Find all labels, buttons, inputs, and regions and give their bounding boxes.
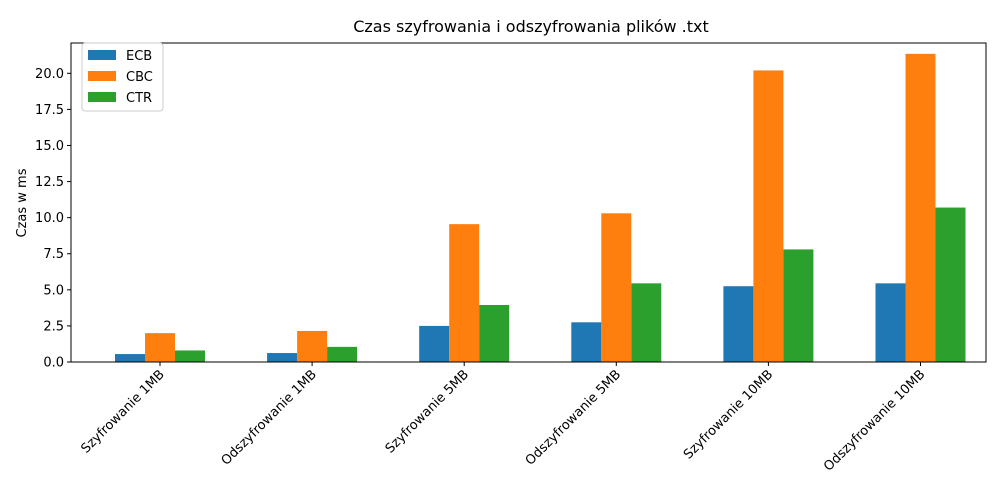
- x-tick-label: Odszyfrowanie 1MB: [219, 367, 320, 468]
- y-tick-label: 15.0: [35, 139, 64, 154]
- y-tick-label: 2.5: [43, 319, 64, 334]
- bar-cbc-5: [905, 53, 936, 362]
- legend-swatch-ctr: [88, 92, 116, 102]
- bar-ctr-2: [479, 304, 510, 362]
- chart-title: Czas szyfrowania i odszyfrowania plików …: [353, 17, 709, 36]
- bar-ecb-5: [875, 283, 906, 362]
- y-tick-label: 17.5: [35, 103, 64, 118]
- y-tick-label: 7.5: [43, 247, 64, 262]
- legend-label-ctr: CTR: [126, 91, 152, 106]
- y-tick-label: 5.0: [43, 283, 64, 298]
- bar-ecb-4: [723, 286, 754, 362]
- bar-ctr-5: [935, 207, 966, 362]
- plot-frame: [70, 42, 987, 363]
- y-tick-label: 10.0: [35, 211, 64, 226]
- x-tick-label: Szyfrowanie 10MB: [681, 367, 776, 462]
- bar-cbc-4: [753, 70, 784, 362]
- bar-ctr-4: [783, 249, 814, 362]
- bar-ecb-3: [571, 322, 602, 362]
- y-axis-label: Czas w ms: [15, 168, 30, 237]
- bar-ctr-1: [327, 346, 358, 362]
- x-tick-label: Odszyfrowanie 5MB: [523, 367, 624, 468]
- legend-swatch-cbc: [88, 71, 116, 81]
- bar-cbc-3: [601, 213, 632, 362]
- bar-ecb-2: [419, 325, 450, 362]
- bar-ecb-0: [115, 354, 145, 362]
- y-tick-label: 12.5: [35, 175, 64, 190]
- y-tick-label: 0.0: [43, 356, 64, 371]
- bar-cbc-0: [145, 333, 175, 362]
- x-tick-label: Szyfrowanie 1MB: [78, 367, 167, 456]
- y-axis: 0.0 2.5 5.0 7.5 10.0 12.5 15.0 17.5 20.0: [35, 67, 71, 371]
- x-tick-label: Szyfrowanie 5MB: [383, 367, 472, 456]
- legend: ECB CBC CTR: [81, 42, 164, 112]
- bar-cbc-2: [449, 224, 480, 362]
- y-tick-label: 20.0: [35, 67, 64, 82]
- legend-swatch-ecb: [88, 50, 116, 60]
- x-axis: Szyfrowanie 1MB Odszyfrowanie 1MB Szyfrowa…: [78, 362, 928, 474]
- bar-ctr-3: [631, 283, 662, 362]
- x-tick-label: Odszyfrowanie 10MB: [821, 367, 928, 474]
- legend-label-cbc: CBC: [126, 70, 153, 85]
- bar-ecb-1: [267, 353, 298, 362]
- bars-group: [115, 53, 966, 362]
- bar-cbc-1: [297, 330, 328, 362]
- legend-label-ecb: ECB: [126, 49, 152, 64]
- bar-ctr-0: [175, 350, 205, 362]
